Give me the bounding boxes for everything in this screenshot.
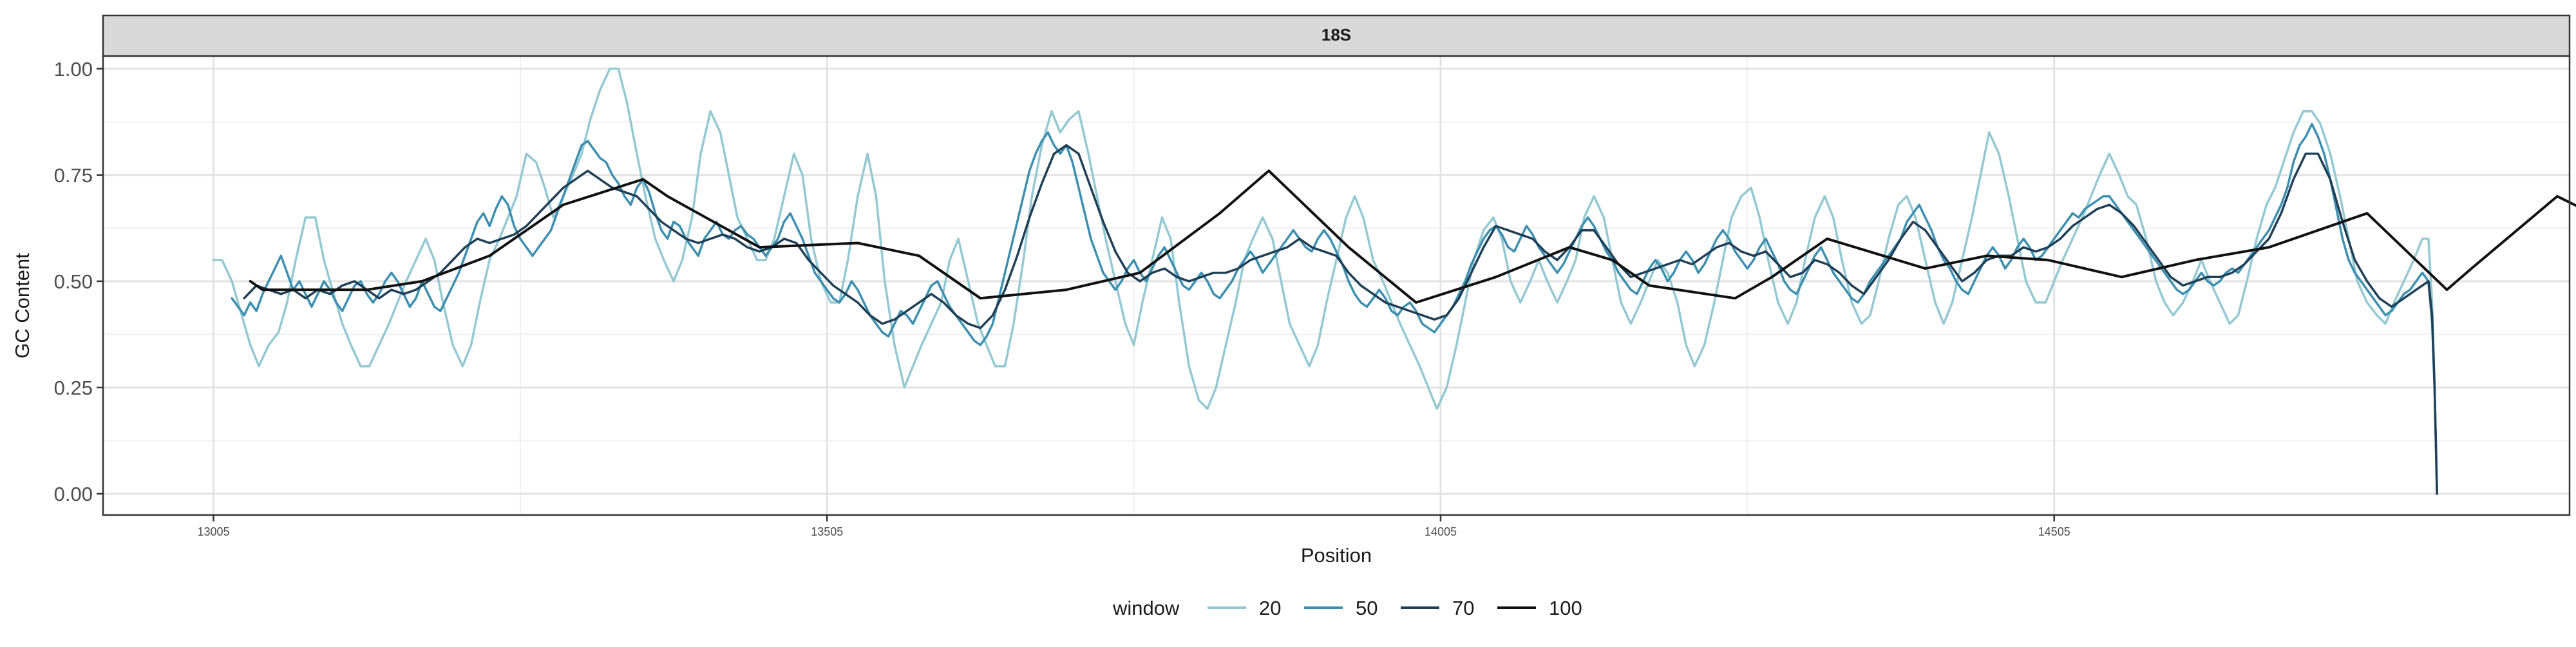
legend-items: 20 50 70 100 <box>1208 597 1582 619</box>
y-tick-label: 0.75 <box>54 164 93 187</box>
legend-title: window <box>1112 597 1180 619</box>
legend-label-100: 100 <box>1549 597 1582 619</box>
legend-label-70: 70 <box>1452 597 1474 619</box>
x-tick-label: 14005 <box>1425 525 1457 538</box>
plot-background <box>103 56 2570 515</box>
plot-panel <box>103 56 2570 515</box>
x-tick-label: 14505 <box>2038 525 2070 538</box>
x-axis-title: Position <box>1301 544 1372 567</box>
x-axis: 13005 13505 14005 14505 <box>197 515 2070 538</box>
y-tick-label: 0.25 <box>54 377 93 399</box>
facet-strip: 18S <box>103 15 2570 56</box>
legend-label-50: 50 <box>1356 597 1378 619</box>
legend: window 20 50 70 100 <box>1112 597 1582 619</box>
x-tick-label: 13505 <box>811 525 843 538</box>
y-tick-label: 1.00 <box>54 58 93 80</box>
x-tick-label: 13005 <box>197 525 229 538</box>
y-tick-label: 0.00 <box>54 483 93 505</box>
y-axis-title: GC Content <box>11 253 33 359</box>
facet-strip-label: 18S <box>1321 25 1351 44</box>
y-axis: 0.00 0.25 0.50 0.75 1.00 <box>54 58 103 505</box>
legend-label-20: 20 <box>1259 597 1281 619</box>
y-tick-label: 0.50 <box>54 270 93 293</box>
